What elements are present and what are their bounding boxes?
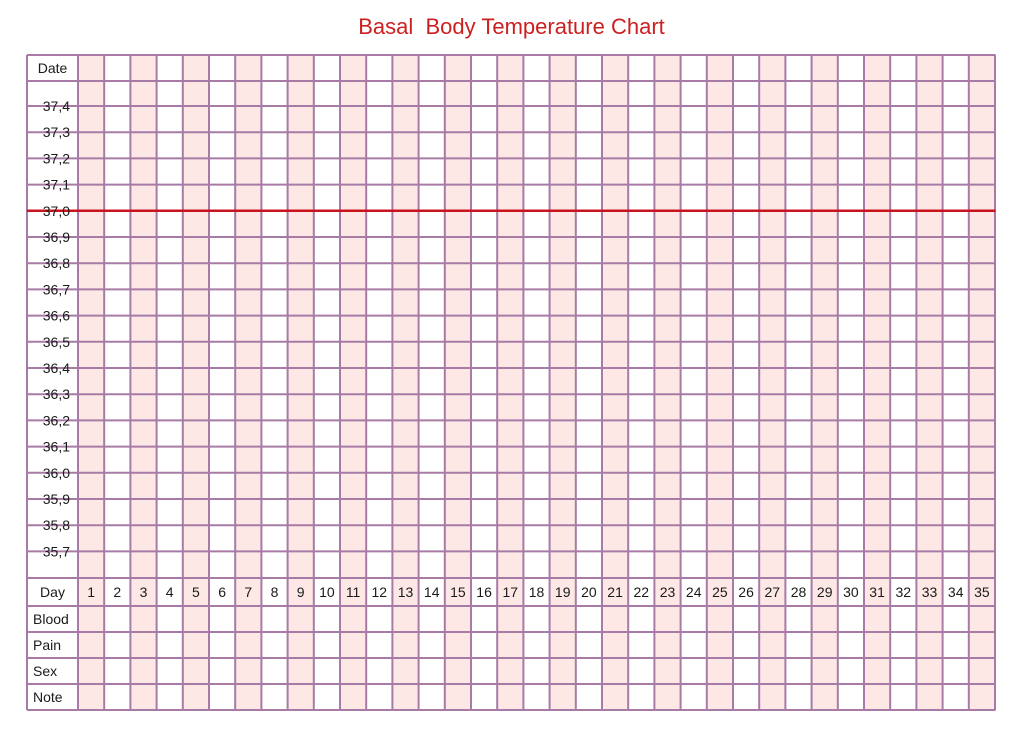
shaded-column-day-9: [287, 55, 314, 710]
day-row-label: Day: [40, 584, 65, 600]
temperature-tick-label: 36,8: [43, 255, 70, 271]
temperature-tick-label: 36,6: [43, 308, 70, 324]
day-number-label: 30: [843, 584, 859, 600]
pain-row-label: Pain: [33, 637, 61, 653]
day-number-label: 29: [817, 584, 833, 600]
day-number-label: 34: [948, 584, 964, 600]
shaded-column-day-13: [392, 55, 419, 710]
day-number-label: 13: [398, 584, 414, 600]
shaded-column-day-21: [602, 55, 629, 710]
temperature-tick-label: 36,2: [43, 412, 70, 428]
temperature-tick-label: 36,5: [43, 334, 70, 350]
grid-lines: [26, 54, 996, 711]
day-number-label: 12: [372, 584, 388, 600]
day-number-label: 26: [738, 584, 754, 600]
day-number-label: 4: [166, 584, 174, 600]
day-number-label: 1: [87, 584, 95, 600]
temperature-tick-label: 37,2: [43, 150, 70, 166]
day-number-label: 35: [974, 584, 990, 600]
shaded-column-day-31: [864, 55, 891, 710]
temperature-tick-label: 36,9: [43, 229, 70, 245]
day-number-label: 7: [244, 584, 252, 600]
temperature-tick-label: 36,3: [43, 386, 70, 402]
shaded-column-day-1: [78, 55, 105, 710]
temperature-tick-label: 36,1: [43, 439, 70, 455]
temperature-tick-label: 35,9: [43, 491, 70, 507]
day-number-label: 27: [765, 584, 781, 600]
shaded-column-day-17: [497, 55, 524, 710]
temperature-tick-label: 36,0: [43, 465, 70, 481]
shaded-column-day-19: [549, 55, 576, 710]
shaded-column-day-27: [759, 55, 786, 710]
date-row-label: Date: [38, 60, 68, 76]
day-number-label: 8: [271, 584, 279, 600]
day-number-label: 17: [503, 584, 519, 600]
note-row-label: Note: [33, 689, 63, 705]
day-number-label: 18: [529, 584, 545, 600]
day-number-label: 10: [319, 584, 335, 600]
temperature-tick-label: 37,4: [43, 98, 70, 114]
day-number-label: 9: [297, 584, 305, 600]
shaded-column-day-25: [706, 55, 733, 710]
day-number-label: 16: [476, 584, 492, 600]
day-number-label: 5: [192, 584, 200, 600]
shaded-column-day-23: [654, 55, 681, 710]
sex-row-label: Sex: [33, 663, 57, 679]
day-number-label: 3: [140, 584, 148, 600]
shaded-column-day-7: [235, 55, 262, 710]
day-number-label: 23: [660, 584, 676, 600]
temperature-tick-label: 36,7: [43, 281, 70, 297]
temperature-tick-label: 35,8: [43, 517, 70, 533]
shaded-column-day-3: [130, 55, 157, 710]
day-number-label: 15: [450, 584, 466, 600]
day-number-label: 33: [922, 584, 938, 600]
day-number-label: 24: [686, 584, 702, 600]
day-number-label: 25: [712, 584, 728, 600]
temperature-tick-label: 37,1: [43, 177, 70, 193]
day-number-label: 31: [869, 584, 885, 600]
shaded-column-day-11: [340, 55, 367, 710]
day-number-label: 6: [218, 584, 226, 600]
day-number-label: 22: [634, 584, 650, 600]
day-number-label: 21: [607, 584, 623, 600]
day-number-label: 32: [896, 584, 912, 600]
shaded-column-day-35: [968, 55, 995, 710]
temperature-tick-label: 36,4: [43, 360, 70, 376]
grid-labels: Date 37,4 37,3 37,2 37,1 37,0 36,9 36,8 36,7 36,6…: [33, 60, 990, 705]
column-shading: [78, 55, 995, 710]
day-number-label: 14: [424, 584, 440, 600]
temperature-tick-label: 37,3: [43, 124, 70, 140]
shaded-column-day-29: [811, 55, 838, 710]
day-number-label: 20: [581, 584, 597, 600]
shaded-column-day-15: [444, 55, 471, 710]
day-number-label: 2: [113, 584, 121, 600]
shaded-column-day-33: [916, 55, 943, 710]
shaded-column-day-5: [182, 55, 209, 710]
chart-title: Basal Body Temperature Chart: [358, 14, 665, 39]
day-number-label: 28: [791, 584, 807, 600]
temperature-tick-label: 35,7: [43, 543, 70, 559]
day-number-label: 19: [555, 584, 571, 600]
blood-row-label: Blood: [33, 611, 69, 627]
temperature-tick-label: 37,0: [43, 203, 70, 219]
day-number-label: 11: [346, 584, 361, 600]
